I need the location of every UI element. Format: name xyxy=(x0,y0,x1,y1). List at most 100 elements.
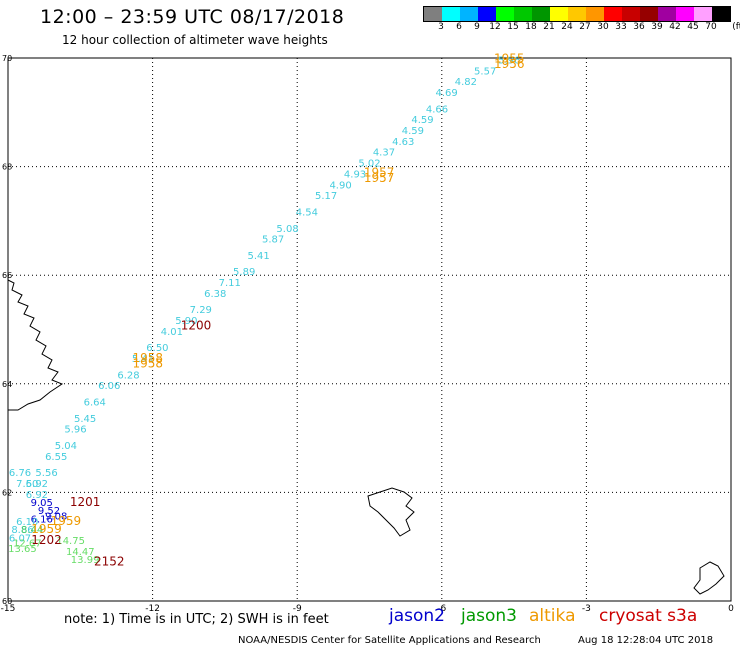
lon-tick-label: -6 xyxy=(437,604,446,614)
pass-time-label: 1955 xyxy=(494,51,525,65)
lat-tick-label: 66 xyxy=(2,271,12,280)
iceland-coastline xyxy=(7,279,64,411)
color-swatch xyxy=(604,7,622,21)
pass-time-label: 1959 xyxy=(31,522,62,536)
pass-time-label: 2152 xyxy=(94,555,125,569)
color-scale-tick: 42 xyxy=(669,22,681,32)
wave-height-label: 5.96 xyxy=(498,55,520,66)
color-scale-tick: 45 xyxy=(687,22,699,32)
credits: NOAA/NESDIS Center for Satellite Applica… xyxy=(238,635,541,646)
color-swatch xyxy=(532,7,550,21)
color-swatch xyxy=(712,7,730,21)
wave-height-label: 7.11 xyxy=(219,278,241,289)
color-swatch xyxy=(460,7,478,21)
wave-height-label: 9.08 xyxy=(45,512,67,523)
wave-height-label: 14.75 xyxy=(56,536,85,547)
wave-height-label: 5.96 xyxy=(64,425,86,436)
color-swatch xyxy=(694,7,712,21)
wave-height-label: 4.59 xyxy=(402,126,424,137)
wave-height-label: 4.82 xyxy=(455,77,477,88)
pass-time-label: 1957 xyxy=(364,171,395,185)
wave-height-label: 5.57 xyxy=(474,66,496,77)
wave-height-label: 6.28 xyxy=(117,370,139,381)
wave-height-label: 4.66 xyxy=(426,104,448,115)
lon-tick-label: -3 xyxy=(582,604,591,614)
wave-height-label: 5.41 xyxy=(248,251,270,262)
wave-height-label: 5.04 xyxy=(55,441,77,452)
lon-tick-label: -12 xyxy=(145,604,160,614)
wave-height-label: 6.92 xyxy=(26,490,48,501)
wave-height-label: 4.54 xyxy=(296,207,318,218)
color-swatch xyxy=(478,7,496,21)
wave-height-label: 6.38 xyxy=(204,289,226,300)
color-swatch xyxy=(550,7,568,21)
wave-height-label: 6.10 xyxy=(16,517,38,528)
wave-height-label: 6.07 xyxy=(9,533,31,544)
color-scale-tick: 39 xyxy=(651,22,663,32)
wave-height-label: 13.99 xyxy=(71,555,100,566)
color-scale-tick: 33 xyxy=(615,22,627,32)
lon-tick-label: 0 xyxy=(728,604,734,614)
wave-height-label: 6.06 xyxy=(98,381,120,392)
wave-height-label: 4.01 xyxy=(161,327,183,338)
wave-height-label: 5.08 xyxy=(276,224,298,235)
wave-height-label: 5.89 xyxy=(233,267,255,278)
legend-altika: altika xyxy=(529,606,576,626)
color-swatch xyxy=(676,7,694,21)
wave-height-label: 5.02 xyxy=(358,159,380,170)
color-scale-tick: 27 xyxy=(579,22,591,32)
wave-height-label: 7.60 xyxy=(16,479,38,490)
map-frame xyxy=(7,57,732,602)
pass-time-label: 1958 xyxy=(133,357,164,371)
faroe-islands-coastline xyxy=(367,487,415,537)
legend-jason3: jason3 xyxy=(461,606,517,626)
color-swatch xyxy=(622,7,640,21)
color-swatch xyxy=(640,7,658,21)
pass-time-label: 1202 xyxy=(31,533,62,547)
wave-height-label: 4.63 xyxy=(392,137,414,148)
wave-height-label: 4.93 xyxy=(344,169,366,180)
legend-cryosat-s3a: cryosat s3a xyxy=(599,606,698,626)
color-scale-tick: 21 xyxy=(543,22,555,32)
wave-height-label: 4.37 xyxy=(373,148,395,159)
wave-height-label: 5.90 xyxy=(175,316,197,327)
color-scale-tick: 36 xyxy=(633,22,645,32)
shetland-coastline xyxy=(693,561,725,595)
lat-tick-label: 70 xyxy=(2,54,12,63)
color-scale-tick: 24 xyxy=(561,22,573,32)
pass-time-label: 1201 xyxy=(70,495,101,509)
color-scale-tick: 3 xyxy=(438,22,444,32)
legend-jason2: jason2 xyxy=(389,606,445,626)
wave-height-label: 5.92 xyxy=(26,479,48,490)
color-scale-unit: (ft) xyxy=(732,22,740,32)
pass-time-label: 1200 xyxy=(181,319,212,333)
color-scale-tick: 15 xyxy=(507,22,519,32)
wave-height-label: 6.50 xyxy=(146,343,168,354)
wave-height-label: 4.69 xyxy=(435,88,457,99)
wave-height-label: 6.55 xyxy=(45,452,67,463)
generated-timestamp: Aug 18 12:28:04 UTC 2018 xyxy=(578,635,714,646)
color-scale-tick: 30 xyxy=(597,22,609,32)
color-swatch xyxy=(442,7,460,21)
lon-tick-label: -9 xyxy=(293,604,302,614)
wave-height-label: 12.67 xyxy=(13,539,42,550)
color-scale-tick: 18 xyxy=(525,22,537,32)
lon-tick-label: -15 xyxy=(1,604,16,614)
pass-time-label: 1959 xyxy=(51,514,82,528)
wave-height-label: 6.76 xyxy=(9,468,31,479)
color-scale-tick: 6 xyxy=(456,22,462,32)
wave-height-label: 14.47 xyxy=(66,547,95,558)
wave-height-label: 5.41 xyxy=(132,354,154,365)
wave-height-label: 5.87 xyxy=(262,235,284,246)
wave-height-label: 4.59 xyxy=(411,115,433,126)
map-title: 12:00 – 23:59 UTC 08/17/2018 xyxy=(40,6,345,28)
wave-height-label: 5.45 xyxy=(74,414,96,425)
wave-height-label: 6.64 xyxy=(84,398,106,409)
wave-height-label: 13.65 xyxy=(8,544,37,555)
lat-tick-label: 60 xyxy=(2,597,12,606)
color-swatch xyxy=(514,7,532,21)
wave-height-label: 9.05 xyxy=(31,498,53,509)
footnote: note: 1) Time is in UTC; 2) SWH is in fe… xyxy=(64,612,329,627)
